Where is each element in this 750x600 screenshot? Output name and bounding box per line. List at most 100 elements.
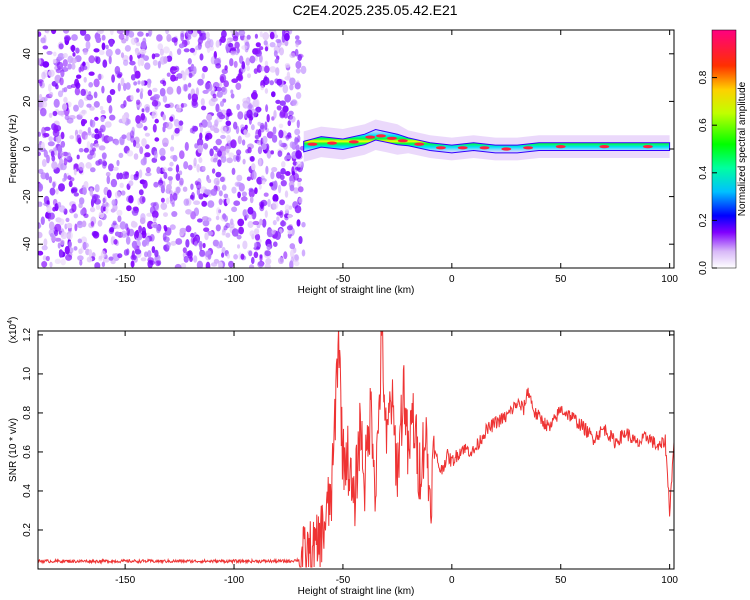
ridge-halo <box>303 119 670 162</box>
noise-dot <box>111 74 115 83</box>
noise-dot <box>183 198 190 206</box>
noise-dot <box>171 211 178 217</box>
noise-dot <box>257 121 262 126</box>
ridge-peak <box>523 146 534 150</box>
noise-dot <box>157 60 161 69</box>
noise-dot <box>215 148 221 153</box>
noise-dot <box>226 253 231 259</box>
noise-dot <box>63 87 68 93</box>
noise-dot <box>84 33 91 42</box>
noise-dot <box>130 260 135 268</box>
noise-dot <box>162 46 170 54</box>
multiplier-suffix: ) <box>8 317 19 320</box>
noise-dot <box>298 197 303 204</box>
noise-dot <box>113 238 118 245</box>
noise-dot <box>258 157 262 167</box>
noise-dot <box>276 39 282 48</box>
noise-dot <box>298 236 303 244</box>
noise-dot <box>241 61 246 70</box>
noise-dot <box>178 43 185 49</box>
noise-dot <box>289 141 295 149</box>
noise-dot <box>144 132 150 137</box>
noise-dot <box>249 230 255 237</box>
noise-dot <box>40 141 45 151</box>
noise-dot <box>264 210 268 218</box>
noise-dot <box>262 135 268 144</box>
noise-dot <box>288 110 294 116</box>
noise-dot <box>289 77 296 86</box>
noise-dot <box>48 112 53 118</box>
noise-dot <box>43 133 50 138</box>
noise-dot <box>219 100 225 107</box>
noise-dot <box>272 220 277 226</box>
noise-dot <box>140 257 147 262</box>
ridge-peak <box>348 140 359 144</box>
noise-dot <box>219 240 223 249</box>
noise-dot <box>281 161 286 168</box>
noise-dot <box>221 184 227 191</box>
y-tick-label: 0.4 <box>22 484 33 498</box>
noise-dot <box>120 103 126 109</box>
noise-dot <box>272 126 277 135</box>
noise-dot <box>121 173 128 180</box>
noise-dot <box>272 194 279 203</box>
noise-dot <box>144 62 151 70</box>
noise-dot <box>258 184 262 190</box>
colorbar-ticks: 0.0 0.2 0.4 0.6 0.8 <box>698 70 717 275</box>
noise-dot <box>247 73 251 79</box>
noise-dot <box>262 218 267 228</box>
noise-dot <box>117 215 122 223</box>
noise-dot <box>93 48 100 53</box>
noise-dot <box>162 137 169 147</box>
noise-dot <box>97 30 104 34</box>
noise-dot <box>83 181 89 189</box>
noise-dot <box>218 190 223 197</box>
noise-dot <box>283 251 288 260</box>
x-tick-label: -100 <box>224 575 244 586</box>
noise-dot <box>120 52 125 59</box>
noise-dot <box>158 182 163 188</box>
noise-dot <box>226 197 230 205</box>
noise-dot <box>139 217 146 225</box>
noise-dot <box>264 250 271 257</box>
noise-dot <box>225 145 230 154</box>
noise-dot <box>296 219 301 227</box>
noise-dot <box>266 243 272 251</box>
noise-dot <box>185 209 192 215</box>
noise-dot <box>109 114 116 121</box>
noise-dot <box>202 89 209 94</box>
colorbar-tick-label: 0.4 <box>698 165 709 179</box>
noise-dot <box>44 126 51 131</box>
noise-dot <box>235 155 240 161</box>
noise-dot <box>254 135 260 140</box>
noise-dot <box>74 87 81 96</box>
noise-dot <box>211 97 218 102</box>
noise-dot <box>151 100 159 107</box>
noise-dot <box>54 223 62 232</box>
noise-dot <box>145 32 149 37</box>
noise-dot <box>254 228 260 235</box>
noise-dot <box>273 241 278 247</box>
noise-dot <box>133 65 137 74</box>
noise-dot <box>139 195 145 205</box>
noise-dot <box>77 220 83 226</box>
noise-dot <box>251 91 258 100</box>
noise-dot <box>257 261 264 268</box>
noise-dot <box>90 167 96 173</box>
noise-dot <box>237 191 242 199</box>
noise-dot <box>163 244 168 251</box>
noise-dot <box>238 30 246 37</box>
noise-dot <box>106 175 111 185</box>
noise-dot <box>147 82 151 88</box>
noise-dot <box>284 32 290 42</box>
noise-dot <box>94 128 99 134</box>
snr-y-ticks: 0.2 0.4 0.6 0.8 1.0 1.2 <box>22 328 674 537</box>
noise-dot <box>162 232 167 241</box>
noise-dot <box>150 202 157 207</box>
noise-dot <box>105 48 113 57</box>
noise-dot <box>49 233 55 238</box>
noise-dot <box>183 161 189 170</box>
noise-dot <box>38 31 42 37</box>
noise-dot <box>246 176 251 182</box>
noise-dot <box>138 189 144 196</box>
